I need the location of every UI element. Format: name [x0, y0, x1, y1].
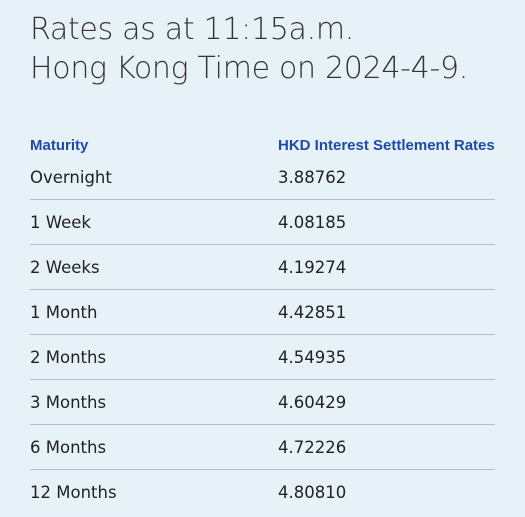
table-row: Overnight 3.88762: [30, 156, 495, 200]
table-row: 6 Months 4.72226: [30, 424, 495, 470]
rate-cell: 4.54935: [278, 334, 495, 380]
maturity-cell: 12 Months: [30, 469, 278, 514]
rate-cell: 4.72226: [278, 424, 495, 470]
title-line-time: Rates as at 11:15a.m.: [30, 12, 355, 47]
maturity-cell: 1 Month: [30, 289, 278, 335]
rates-table: Maturity HKD Interest Settlement Rates O…: [30, 134, 495, 514]
maturity-cell: Overnight: [30, 168, 112, 187]
title-line-date: Hong Kong Time on 2024-4-9.: [30, 51, 469, 86]
table-header-row: Maturity HKD Interest Settlement Rates: [30, 134, 495, 156]
maturity-cell: 6 Months: [30, 424, 278, 470]
maturity-cell: 2 Months: [30, 334, 278, 380]
table-row: 3 Months 4.60429: [30, 379, 495, 425]
table-row: 12 Months 4.80810: [30, 469, 495, 514]
maturity-cell: 1 Week: [30, 199, 278, 245]
table-row: 2 Months 4.54935: [30, 334, 495, 380]
rate-cell: 4.19274: [278, 244, 495, 290]
rate-cell: 4.60429: [278, 379, 495, 425]
column-header-maturity: Maturity: [30, 136, 89, 154]
table-row: 2 Weeks 4.19274: [30, 244, 495, 290]
rate-cell: 4.42851: [278, 289, 495, 335]
table-row: 1 Week 4.08185: [30, 199, 495, 245]
maturity-cell: 2 Weeks: [30, 244, 278, 290]
rate-cell: 3.88762: [278, 168, 347, 187]
table-row: 1 Month 4.42851: [30, 289, 495, 335]
rate-cell: 4.80810: [278, 469, 495, 514]
rate-cell: 4.08185: [278, 199, 495, 245]
maturity-cell: 3 Months: [30, 379, 278, 425]
column-header-rate: HKD Interest Settlement Rates: [278, 136, 495, 154]
page-title: Rates as at 11:15a.m. Hong Kong Time on …: [30, 10, 468, 88]
